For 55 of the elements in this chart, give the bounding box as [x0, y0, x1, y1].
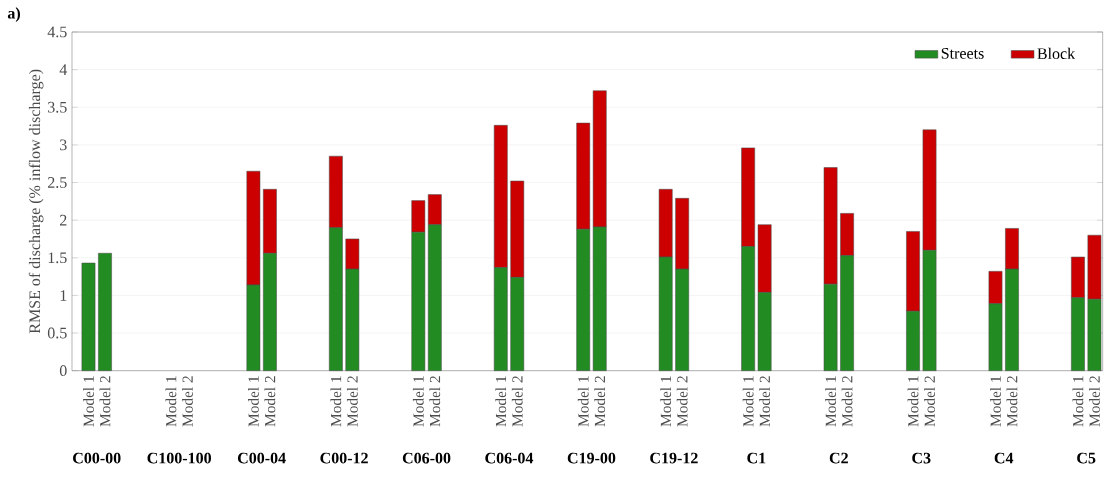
y-tick-label: 3.5: [48, 102, 67, 113]
x-tick-label: Model 1: [412, 376, 424, 427]
text: C00-04: [237, 452, 286, 464]
text: C19-12: [650, 452, 698, 464]
x-tick-label: Model 2: [594, 376, 606, 427]
x-tick-label: Model 1: [248, 376, 259, 427]
x-tick-label: Model 1: [330, 376, 342, 427]
text: C5: [1077, 452, 1096, 464]
x-tick-label: Model 2: [759, 376, 771, 427]
chart-title: a): [7, 7, 20, 23]
x-tick-label: Model 1: [825, 376, 836, 427]
x-tick-label: Model 1: [495, 376, 507, 427]
x-tick-label: Model 1: [165, 376, 177, 427]
bar: [81, 262, 96, 372]
y-tick-label: 1: [60, 290, 67, 301]
text: C00-00: [73, 452, 121, 464]
x-tick-label: Model 2: [841, 376, 853, 427]
y-tick-label: 3: [60, 139, 67, 151]
x-tick-label: Model 2: [924, 376, 935, 427]
legend-label: Block: [1037, 47, 1076, 60]
text: C06-00: [402, 452, 451, 464]
legend-label: Streets: [941, 48, 984, 59]
text: C100-100: [147, 452, 212, 464]
x-tick-label: Model 1: [577, 376, 589, 427]
y-tick-label: 1.5: [48, 252, 67, 264]
x-tick-label: Model 1: [742, 376, 754, 427]
y-tick-label: 0: [59, 365, 67, 377]
bar: [98, 253, 112, 372]
x-tick-label: Model 2: [99, 376, 111, 427]
x-tick-label: Model 2: [511, 376, 523, 427]
y-tick-label: 4.5: [47, 26, 67, 38]
text: C19-00: [567, 452, 616, 464]
x-tick-label: Model 2: [182, 376, 193, 427]
text: C06-04: [485, 452, 534, 464]
x-tick-label: Model 1: [660, 376, 672, 427]
y-tick-label: 4: [59, 64, 68, 76]
text: C1: [747, 452, 766, 464]
x-tick-label: Model 2: [429, 376, 441, 427]
x-tick-label: Model 2: [1089, 376, 1100, 427]
x-tick-label: Model 2: [264, 376, 276, 427]
x-tick-label: Model 2: [346, 376, 358, 427]
y-axis-title: RMSE of discharge (% inflow discharge): [28, 69, 44, 334]
y-tick-label: 0.5: [47, 327, 67, 339]
text: C2: [829, 452, 848, 464]
y-tick-label: 2: [60, 215, 67, 226]
text: C00-12: [320, 452, 368, 464]
text: C3: [912, 452, 931, 464]
x-tick-label: Model 2: [1006, 376, 1018, 427]
x-tick-label: Model 2: [676, 376, 688, 427]
text: C4: [994, 452, 1014, 464]
x-tick-label: Model 1: [990, 376, 1001, 427]
x-tick-label: Model 1: [907, 376, 919, 427]
x-tick-label: Model 1: [83, 376, 94, 427]
x-tick-label: Model 1: [1072, 376, 1084, 427]
y-tick-label: 2.5: [48, 177, 67, 189]
